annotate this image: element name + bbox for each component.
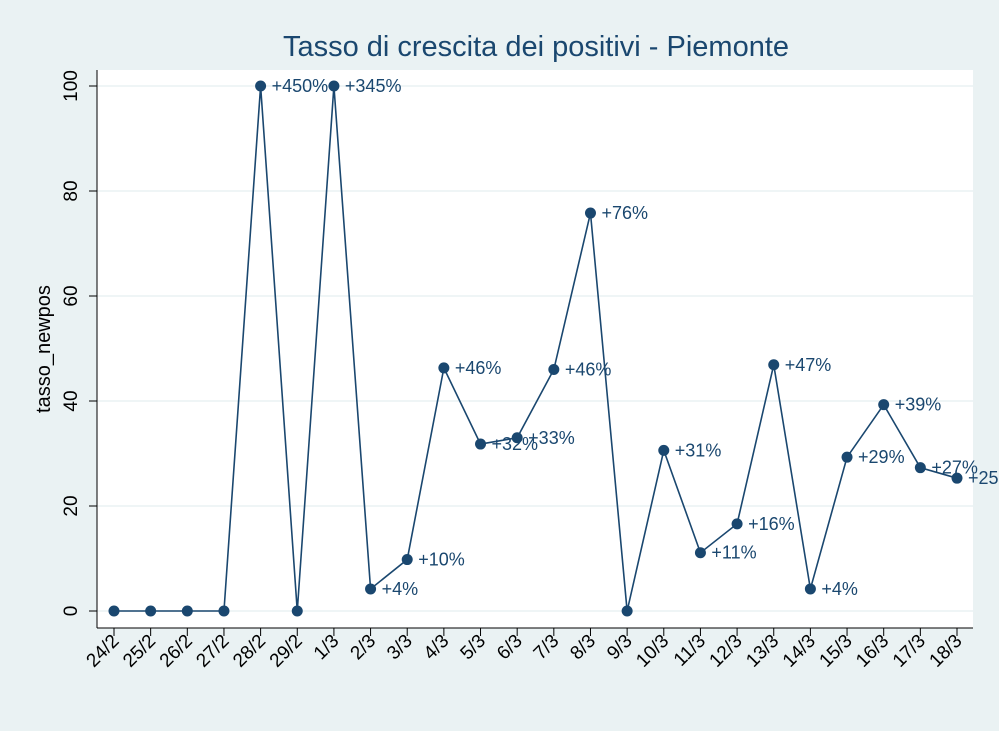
data-point xyxy=(181,605,193,617)
x-tick-label: 10/3 xyxy=(632,631,673,672)
data-point xyxy=(438,362,450,374)
data-point xyxy=(878,399,890,411)
x-tick-label: 5/3 xyxy=(457,631,491,665)
data-label: +47% xyxy=(785,355,832,375)
data-label: +16% xyxy=(748,514,795,534)
data-label: +33% xyxy=(528,428,575,448)
data-label: +25% xyxy=(968,468,999,488)
x-tick-label: 1/3 xyxy=(310,631,344,665)
grid-layer xyxy=(97,85,973,612)
data-point xyxy=(768,359,780,371)
x-tick-label: 16/3 xyxy=(852,631,893,672)
x-tick-label: 7/3 xyxy=(530,631,564,665)
y-tick-label: 60 xyxy=(61,285,82,306)
data-point xyxy=(694,547,706,559)
label-layer: +450% +345% +4% +10% +46% +32%+33% +46% +76% +31… xyxy=(272,76,999,599)
data-point xyxy=(145,605,157,617)
data-point xyxy=(584,207,596,219)
data-label: +450% xyxy=(272,76,329,96)
x-tick-label: 4/3 xyxy=(420,631,454,665)
data-point xyxy=(401,554,413,566)
x-tick-label: 28/2 xyxy=(229,631,270,672)
x-tick-label: 11/3 xyxy=(670,631,710,671)
data-label: +46% xyxy=(565,360,612,380)
chart-title: Tasso di crescita dei positivi - Piemont… xyxy=(283,31,789,63)
y-tick-label: 20 xyxy=(61,495,82,516)
data-point xyxy=(255,80,267,92)
data-point xyxy=(511,432,523,444)
series-line xyxy=(114,85,958,612)
data-label: +4% xyxy=(382,579,419,599)
x-tick-label: 3/3 xyxy=(383,631,417,665)
data-label: +76% xyxy=(601,203,648,223)
x-tick-label: 25/2 xyxy=(119,631,160,672)
y-tick-label: 80 xyxy=(61,180,82,201)
data-point xyxy=(731,518,743,530)
x-tick-label: 12/3 xyxy=(706,631,747,672)
data-label: +345% xyxy=(345,76,402,96)
x-tick-label: 8/3 xyxy=(566,631,600,665)
x-tick-label: 24/2 xyxy=(83,631,124,672)
x-tick-label: 17/3 xyxy=(889,631,930,672)
x-tick-label: 13/3 xyxy=(742,631,783,672)
series-layer xyxy=(108,80,963,617)
y-axis-title: tasso_newpos xyxy=(33,285,55,413)
data-point xyxy=(365,583,377,595)
data-label: +27% xyxy=(931,458,978,478)
x-tick-label: 2/3 xyxy=(347,631,381,665)
x-tick-label: 27/2 xyxy=(192,631,233,672)
x-tick-label: 29/2 xyxy=(266,631,307,672)
y-tick-label: 100 xyxy=(61,70,82,102)
x-tick-label: 14/3 xyxy=(779,631,820,672)
data-point xyxy=(475,438,487,450)
x-tick-label: 9/3 xyxy=(603,631,637,665)
x-tick-label: 15/3 xyxy=(816,631,857,672)
data-point xyxy=(108,605,120,617)
data-point xyxy=(804,583,816,595)
x-tick-label: 18/3 xyxy=(926,631,967,672)
data-label: +31% xyxy=(675,440,722,460)
data-label: +10% xyxy=(418,550,465,570)
data-point xyxy=(218,605,230,617)
data-point xyxy=(658,444,670,456)
y-tick-label: 0 xyxy=(61,606,82,617)
data-label: +32% xyxy=(492,434,539,454)
data-label: +46% xyxy=(455,358,502,378)
data-point xyxy=(621,605,633,617)
data-point xyxy=(291,605,303,617)
data-point xyxy=(841,451,853,463)
data-label: +11% xyxy=(711,543,756,563)
data-point xyxy=(548,364,560,375)
data-label: +39% xyxy=(895,395,942,415)
data-point xyxy=(914,462,926,474)
x-tick-label: 6/3 xyxy=(493,631,527,665)
y-tick-label: 40 xyxy=(61,390,82,411)
x-tick-label: 26/2 xyxy=(156,631,197,672)
data-point xyxy=(328,80,340,92)
data-label: +4% xyxy=(821,579,858,599)
data-point xyxy=(951,472,963,484)
data-label: +29% xyxy=(858,447,905,467)
